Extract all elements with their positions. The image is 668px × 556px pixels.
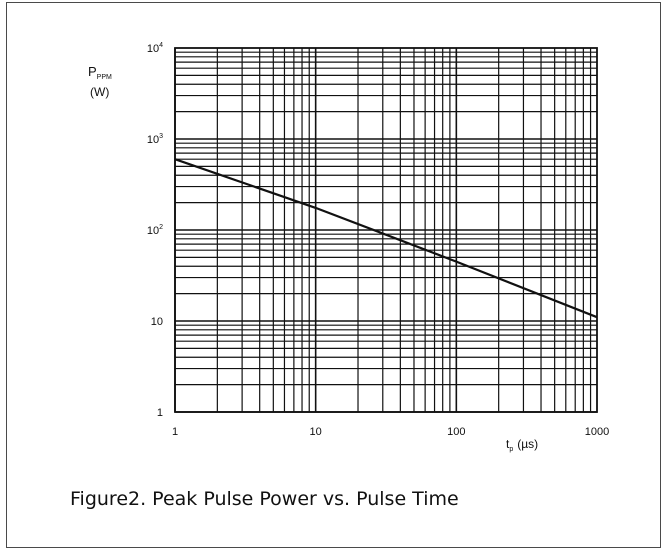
- figure-frame: [6, 2, 661, 548]
- x-axis-label: tp (µs): [506, 437, 538, 453]
- figure-caption: Figure2. Peak Pulse Power vs. Pulse Time: [70, 488, 459, 510]
- series: [174, 158, 598, 319]
- series-line: [174, 158, 598, 319]
- x-tick-label: 10: [310, 426, 322, 438]
- x-tick-label: 100: [447, 426, 465, 438]
- y-tick-label: 10: [151, 316, 163, 328]
- y-tick-label: 103: [147, 133, 163, 146]
- y-axis-unit: (W): [90, 85, 109, 99]
- x-tick-label: 1: [172, 426, 178, 438]
- y-tick-label: 102: [147, 224, 163, 237]
- y-axis-label: PPPM: [88, 64, 112, 81]
- tick-labels: 1 10 100 1000 1 10 102 103 104: [147, 42, 609, 438]
- plot-border: [174, 47, 598, 413]
- x-tick-label: 1000: [585, 426, 609, 438]
- plot-area-border: [174, 47, 598, 413]
- grid: [174, 48, 597, 413]
- y-tick-label: 1: [157, 407, 163, 419]
- y-tick-label: 104: [147, 42, 163, 55]
